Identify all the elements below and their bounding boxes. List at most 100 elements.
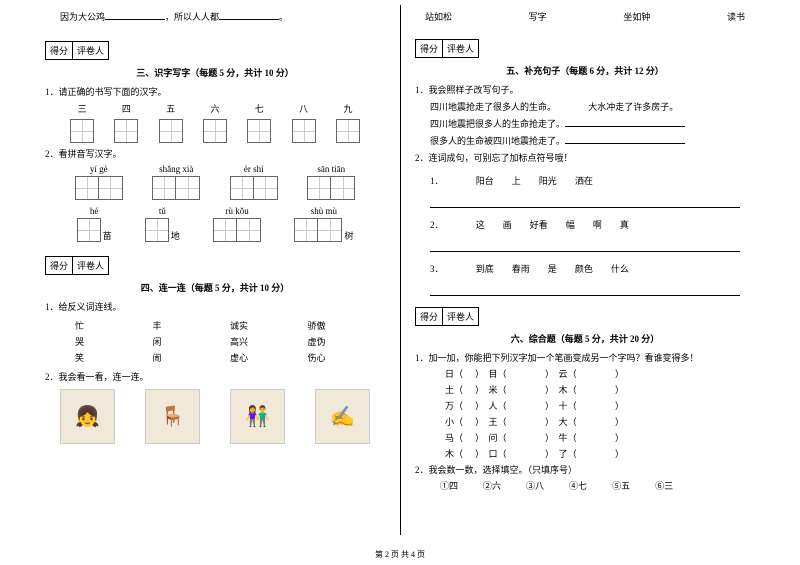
question-5-1: 1．我会照样子改写句子。 [415, 83, 755, 96]
grader-label: 评卷人 [443, 40, 478, 57]
word: 阳台 [476, 174, 494, 187]
cell: ） [615, 399, 685, 412]
word: 好看 [530, 218, 548, 231]
word: 虚伪 [308, 335, 386, 348]
opt: ⑥三 [655, 479, 673, 492]
pinyin: tǔ [145, 206, 180, 216]
section-4-title: 四、连一连（每题 5 分，共计 10 分） [45, 281, 385, 294]
image-placeholder: ✍️ [315, 389, 370, 444]
tianzige [294, 218, 318, 242]
answer-line [430, 282, 740, 296]
pinyin: shǎng xià [152, 164, 200, 174]
example-line: 四川地震把很多人的生命抢走了。 [415, 117, 755, 130]
tianzige [77, 218, 101, 242]
word: 哭 [75, 335, 153, 348]
hanzi: 七 [255, 102, 264, 115]
tianzige [230, 176, 254, 200]
word: 是 [548, 262, 557, 275]
left-column: 因为大公鸡，所以人人都。 得分 评卷人 三、识字写字（每题 5 分，共计 10 … [30, 10, 400, 540]
word: 读书 [727, 10, 745, 23]
char: 树 [344, 229, 353, 242]
word: 写字 [529, 10, 547, 23]
tianzige [254, 176, 278, 200]
cell: ） 口（ [475, 447, 545, 460]
pinyin-group: hé苗 [77, 206, 112, 244]
pinyin: èr shí [230, 164, 278, 174]
tianzige [237, 218, 261, 242]
question-4-2: 2．我会看一看，连一连。 [45, 370, 385, 383]
grader-label: 评卷人 [73, 42, 108, 59]
text: 四川地震把很多人的生命抢走了。 [430, 119, 565, 129]
pinyin: rù kǒu [213, 206, 261, 216]
cell: 马（ [445, 431, 475, 444]
pinyin-group: èr shí [230, 164, 278, 202]
tianzige [307, 176, 331, 200]
opt: ①四 [440, 479, 458, 492]
word: 高兴 [230, 335, 308, 348]
grader-label: 评卷人 [443, 308, 478, 325]
word: 这 [476, 218, 485, 231]
hanzi: 九 [343, 102, 352, 115]
num: 1． [430, 176, 444, 186]
blank [565, 117, 685, 127]
image-placeholder: 👫 [230, 389, 285, 444]
cell: ） [615, 367, 685, 380]
question-5-2: 2．连词成句，可别忘了加标点符号哦！ [415, 151, 755, 164]
score-label: 得分 [46, 42, 73, 59]
cell: ） 了（ [545, 447, 615, 460]
text: ，所以人人都 [165, 12, 219, 22]
question-4-1: 1．给反义词连线。 [45, 300, 385, 313]
tianzige [176, 176, 200, 200]
word: 上 [512, 174, 521, 187]
blank [219, 10, 279, 20]
score-box: 得分 评卷人 [45, 41, 109, 60]
tianzige [203, 119, 227, 143]
tianzige [336, 119, 360, 143]
score-box: 得分 评卷人 [415, 39, 479, 58]
cell: 木（ [445, 447, 475, 460]
cell: 万（ [445, 399, 475, 412]
sentence-item-3: 3． 到底春雨是颜色什么 [430, 258, 755, 279]
score-box: 得分 评卷人 [45, 256, 109, 275]
cell: ） [615, 431, 685, 444]
grader-label: 评卷人 [73, 257, 108, 274]
right-column: 站如松 写字 坐如钟 读书 得分 评卷人 五、补充句子（每题 6 分，共计 12… [400, 10, 770, 540]
word: 伤心 [308, 351, 386, 364]
opt: ③八 [526, 479, 544, 492]
char: 地 [171, 229, 180, 242]
text: 。 [279, 12, 288, 22]
pinyin: hé [77, 206, 112, 216]
cell: ） 云（ [545, 367, 615, 380]
word: 颜色 [575, 262, 593, 275]
cell: 日（ [445, 367, 475, 380]
tianzige [247, 119, 271, 143]
tianzige-row [45, 119, 385, 143]
tianzige [99, 176, 123, 200]
question-6-1: 1．加一加，你能把下列汉字加一个笔画变成另一个字吗？看谁变得多！ [415, 351, 755, 364]
opt: ②六 [483, 479, 501, 492]
word: 阳光 [539, 174, 557, 187]
score-label: 得分 [46, 257, 73, 274]
score-label: 得分 [416, 308, 443, 325]
word: 幅 [566, 218, 575, 231]
cell: ） 米（ [475, 383, 545, 396]
cell: ） 大（ [545, 415, 615, 428]
image-placeholder: 🪑 [145, 389, 200, 444]
pinyin-group: sān tiān [307, 164, 355, 202]
word: 到底 [476, 262, 494, 275]
pinyin: sān tiān [307, 164, 355, 174]
cell: ） [615, 383, 685, 396]
pinyin: shù mù [294, 206, 353, 216]
cell: ） [615, 447, 685, 460]
hanzi: 六 [210, 102, 219, 115]
tianzige [159, 119, 183, 143]
hanzi: 四 [122, 102, 131, 115]
tianzige [292, 119, 316, 143]
word: 春雨 [512, 262, 530, 275]
tianzige [213, 218, 237, 242]
section-6-title: 六、综合题（每题 5 分，共计 20 分） [415, 332, 755, 345]
cell: ） 人（ [475, 399, 545, 412]
pinyin-row-1: yí gè shǎng xià èr shí sān tiān [45, 164, 385, 202]
question-1: 1．请正确的书写下面的汉字。 [45, 85, 385, 98]
section-3-title: 三、识字写字（每题 5 分，共计 10 分） [45, 66, 385, 79]
